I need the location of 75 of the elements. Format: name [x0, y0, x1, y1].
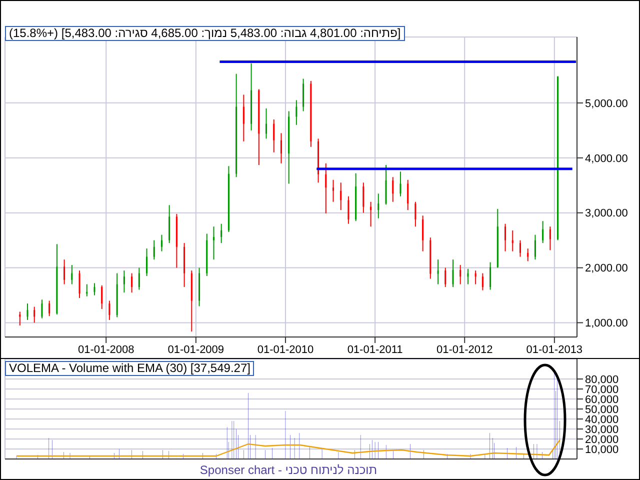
y-tick-label: 3,000.00	[585, 208, 628, 220]
y-tick-label: 5,000.00	[585, 98, 628, 110]
candlestick	[71, 264, 73, 285]
candlestick	[146, 248, 148, 277]
candlestick	[400, 171, 402, 197]
candlestick	[325, 162, 327, 214]
y-tick-label: 1,000.00	[585, 318, 628, 330]
candlestick	[549, 226, 551, 251]
y-tick-label: 4,000.00	[585, 152, 628, 165]
candlestick	[542, 220, 544, 244]
candlestick	[86, 284, 88, 297]
y-tick-label: 50,000	[585, 404, 619, 416]
candlestick	[467, 268, 469, 285]
candlestick	[527, 248, 529, 262]
candlestick	[108, 300, 110, 320]
x-tick-label: 01-01-2009	[168, 344, 224, 356]
y-tick-label: 40,000	[585, 414, 619, 426]
candlestick	[94, 282, 96, 296]
y-tick-label: 60,000	[585, 394, 619, 406]
y-tick-label: 2,000.00	[585, 262, 628, 275]
candlestick	[452, 259, 454, 288]
candlestick	[392, 176, 394, 202]
candlestick	[101, 284, 103, 310]
candlestick	[534, 234, 536, 260]
candlestick	[212, 226, 215, 260]
candlestick	[370, 201, 372, 228]
candlestick	[437, 259, 439, 285]
candlestick	[48, 300, 50, 317]
candlestick	[220, 223, 222, 244]
candlestick	[296, 100, 298, 126]
y-tick-label: 30,000	[585, 424, 619, 436]
candlestick	[407, 179, 409, 211]
x-tick-label: 01-01-2012	[436, 344, 493, 356]
y-tick-label: 10,000	[585, 444, 619, 456]
candlestick	[168, 204, 170, 244]
text: Sponser chart - תוכנה לניתוח טכני	[198, 463, 378, 477]
candlestick	[123, 270, 125, 293]
candlestick	[26, 302, 28, 320]
candlestick	[348, 196, 350, 224]
candlestick	[265, 108, 268, 140]
candlestick	[385, 164, 387, 206]
candlestick	[444, 267, 446, 288]
candlestick	[414, 201, 416, 228]
candlestick	[138, 267, 140, 290]
x-tick-label: 01-01-2010	[257, 344, 314, 356]
candlestick	[362, 182, 364, 214]
candlestick	[78, 270, 80, 298]
candlestick	[153, 240, 155, 260]
y-tick-label: 80,000	[585, 374, 619, 386]
candlestick	[64, 259, 66, 285]
y-tick-label: 70,000	[585, 384, 619, 396]
candlestick	[41, 299, 43, 319]
chart-title: VOLEMA - Volume with EMA (30) [37,549.27]	[5, 361, 254, 376]
candlestick	[504, 223, 506, 252]
candlestick	[280, 132, 282, 164]
candlestick	[332, 179, 334, 202]
candlestick	[378, 193, 380, 219]
candlestick	[460, 264, 462, 285]
x-tick-label: 01-01-2011	[347, 344, 403, 356]
candlestick	[242, 94, 244, 142]
candlestick	[302, 78, 304, 112]
candlestick	[273, 118, 275, 153]
candlestick	[131, 272, 133, 293]
candlestick	[474, 270, 476, 285]
candlestick	[160, 234, 162, 252]
candlestick	[482, 272, 484, 291]
candlestick	[340, 182, 342, 211]
candlestick	[490, 262, 492, 290]
x-tick-label: 01-01-2008	[78, 344, 134, 356]
x-tick-label: 01-01-2013	[526, 344, 583, 356]
candlestick	[422, 215, 424, 252]
y-tick-label: 20,000	[585, 434, 619, 446]
chart-title: [פתיחה: 4,801.00 גבוה: 5,483.00 נמוך: 4,685.00 סגירה: 5,483.00] (+15.8%)	[5, 26, 405, 41]
candlestick	[519, 240, 521, 258]
candlestick	[34, 306, 36, 324]
